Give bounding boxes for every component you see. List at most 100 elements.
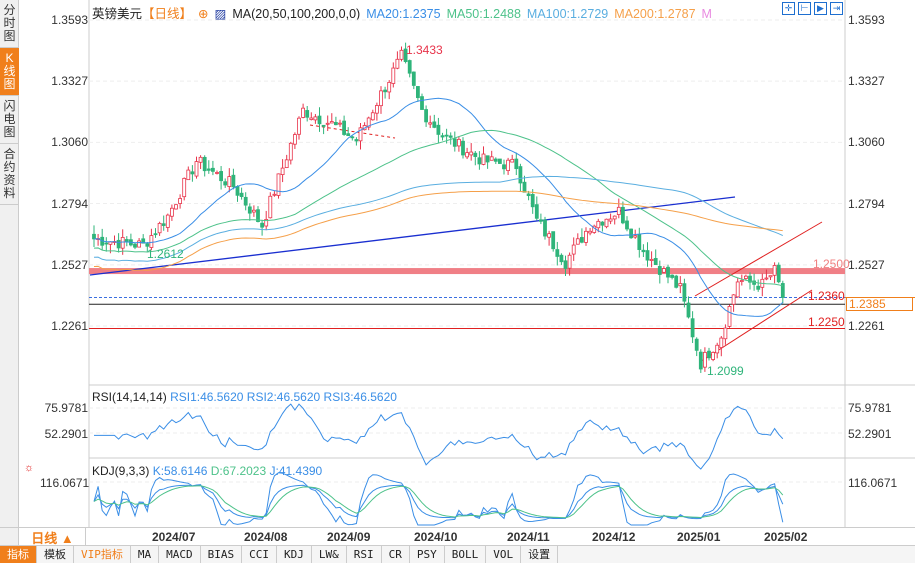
- candle-body: [625, 220, 629, 230]
- date-label: 2024/07: [152, 530, 196, 544]
- candle-body: [522, 181, 527, 193]
- sidebar-tab[interactable]: 闪电图: [0, 96, 19, 144]
- candle-body: [563, 260, 568, 269]
- price-axis-label: 1.2794: [51, 196, 88, 211]
- candle-body: [436, 124, 441, 135]
- candle-body: [415, 86, 420, 99]
- symbol-name: 英镑美元: [92, 7, 143, 21]
- indicator-tab[interactable]: RSI: [347, 546, 382, 563]
- candle-body: [666, 266, 670, 278]
- level-1225: 1.2250: [808, 315, 845, 329]
- sidebar-tab[interactable]: K线图: [0, 48, 19, 96]
- candle-body: [641, 249, 646, 253]
- candle-body: [178, 198, 183, 204]
- candle-body: [329, 121, 334, 124]
- candle-body: [350, 136, 355, 139]
- price-axis-label: 1.3060: [848, 135, 885, 150]
- candle-body: [764, 277, 769, 280]
- candle-body: [510, 158, 515, 163]
- candle-body: [231, 174, 236, 188]
- indicator-tab[interactable]: VOL: [486, 546, 522, 563]
- candle-body: [391, 67, 396, 84]
- candle-body: [780, 283, 785, 298]
- candle-body: [247, 206, 252, 214]
- kdj-title[interactable]: KDJ(9,3,3): [92, 464, 150, 478]
- candle-body: [198, 156, 203, 163]
- ma-chart-icon[interactable]: ▨: [214, 7, 227, 21]
- candle-body: [682, 283, 687, 302]
- play-icon[interactable]: ▶: [814, 2, 827, 15]
- indicator-toolbar: 指标 模板 VIP指标 MA MACD BIAS CCI KDJ LW& RSI CR PSY BOLL…: [0, 545, 915, 563]
- candle-body: [313, 116, 318, 121]
- indicator-tab[interactable]: 模板: [37, 546, 74, 563]
- indicator-tab[interactable]: BIAS: [201, 546, 243, 563]
- level-1236: 1.2360: [808, 289, 845, 303]
- candle-body: [448, 135, 453, 138]
- candle-body: [292, 134, 297, 145]
- candle-body: [210, 167, 215, 172]
- indicator-tab[interactable]: CR: [382, 546, 410, 563]
- indicator-tab[interactable]: MA: [131, 546, 160, 563]
- period-selector[interactable]: 日线 ▲: [20, 528, 86, 546]
- indicator-tab[interactable]: MACD: [159, 546, 201, 563]
- ma-title[interactable]: MA(20,50,100,200,0,0): [232, 7, 361, 21]
- candle-body: [629, 228, 633, 239]
- candle-body: [399, 49, 404, 60]
- candle-body: [735, 281, 740, 298]
- rsi-legend: RSI(14,14,14) RSI1:46.5620 RSI2:46.5620 …: [92, 390, 397, 404]
- sidebar-tab[interactable]: 合约资料: [0, 144, 19, 205]
- rsi1: RSI1:46.5620: [170, 390, 244, 404]
- candle-body: [424, 109, 429, 123]
- candle-body: [251, 209, 256, 213]
- candle-body: [452, 138, 457, 147]
- price-chart[interactable]: [0, 0, 915, 545]
- candle-body: [539, 219, 543, 222]
- candle-body: [674, 275, 679, 288]
- dashed-trendline: [309, 124, 396, 139]
- price-axis-label: 1.3327: [848, 74, 885, 89]
- candle-body: [370, 112, 375, 121]
- indicator-tab[interactable]: 设置: [521, 546, 559, 563]
- sidebar-tab[interactable]: 分时图: [0, 0, 19, 48]
- zoom-range-icon[interactable]: ⊢: [798, 2, 811, 15]
- rsi-axis-label: 52.2901: [848, 427, 892, 441]
- candle-body: [456, 138, 461, 147]
- period-label[interactable]: 【日线】: [142, 7, 193, 21]
- candle-body: [284, 159, 289, 168]
- candle-body: [444, 134, 449, 137]
- crosshair-tool-icon[interactable]: ✛: [782, 2, 795, 15]
- settings-sun-icon[interactable]: ☼: [24, 462, 35, 474]
- candle-body: [567, 254, 572, 269]
- date-axis: 日线 ▲ 2024/07 2024/08 2024/09 2024/10 2024/11…: [0, 527, 915, 546]
- trendline-blue: [89, 196, 736, 276]
- candle-body: [678, 283, 683, 287]
- rsi-title[interactable]: RSI(14,14,14): [92, 390, 167, 404]
- candle-body: [333, 122, 338, 126]
- candle-body: [748, 275, 752, 283]
- candle-body: [194, 161, 199, 177]
- ma20-value: MA20:1.2375: [366, 7, 441, 21]
- indicator-tab[interactable]: BOLL: [445, 546, 487, 563]
- indicator-tab[interactable]: KDJ: [277, 546, 312, 563]
- candle-body: [165, 214, 170, 228]
- candle-body: [420, 96, 424, 110]
- candle-body: [338, 122, 342, 125]
- candle-body: [698, 351, 703, 370]
- indicator-tab[interactable]: CCI: [242, 546, 277, 563]
- candle-body: [711, 352, 715, 360]
- candle-body: [186, 169, 191, 181]
- price-axis-label: 1.3327: [51, 74, 88, 89]
- date-label: 2025/01: [677, 530, 721, 544]
- ma200-value: MA200:1.2787: [614, 7, 696, 21]
- candle-body: [202, 156, 207, 172]
- indicator-tab[interactable]: VIP指标: [74, 546, 131, 563]
- indicator-tab[interactable]: LW&: [312, 546, 347, 563]
- jump-end-icon[interactable]: ⇥: [830, 2, 843, 15]
- candle-body: [772, 265, 777, 276]
- indicator-tab[interactable]: PSY: [410, 546, 445, 563]
- crosshair-icon[interactable]: ⊕: [198, 7, 209, 21]
- candle-body: [723, 327, 728, 340]
- low-left-label: 1.2612: [147, 247, 184, 261]
- ma100-line: [93, 175, 784, 262]
- indicator-tab[interactable]: 指标: [0, 546, 37, 563]
